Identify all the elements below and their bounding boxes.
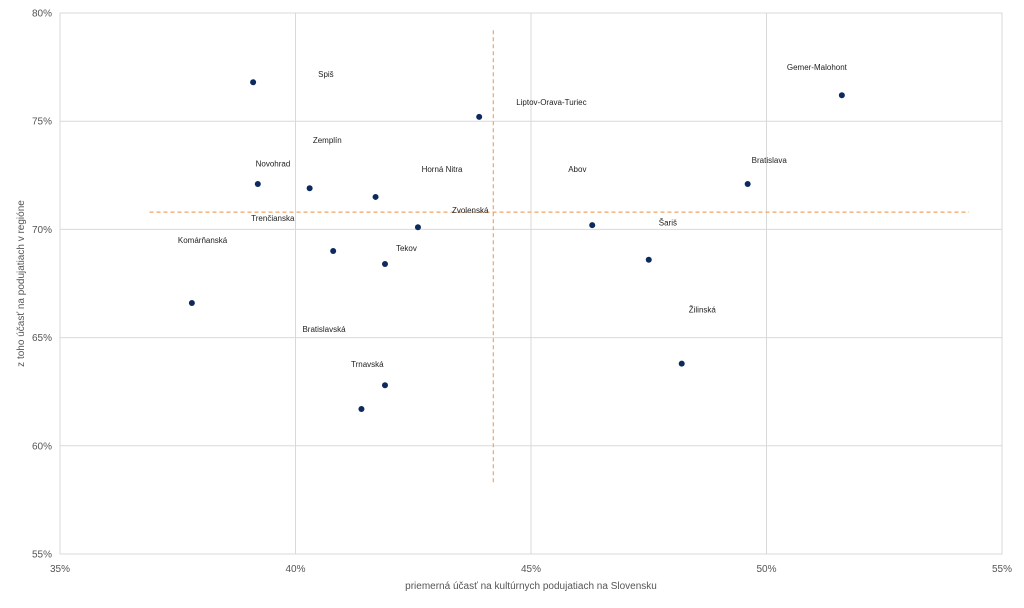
point-label: Tekov (396, 244, 417, 253)
grid-layer (59, 12, 1003, 555)
x-tick-label: 40% (285, 564, 305, 575)
x-tick-label: 55% (992, 564, 1012, 575)
y-tick-label: 70% (32, 225, 52, 236)
data-point (358, 406, 365, 413)
data-point (381, 382, 388, 389)
point-label: Novohrad (256, 159, 291, 168)
y-tick-label: 55% (32, 550, 52, 561)
data-point (254, 180, 261, 187)
x-tick-label: 45% (521, 564, 541, 575)
data-point (306, 185, 313, 192)
point-label: Abov (568, 165, 586, 174)
data-point (250, 79, 257, 86)
data-point (414, 224, 421, 231)
data-point (838, 92, 845, 99)
data-point (744, 180, 751, 187)
point-label: Zvolenská (452, 206, 489, 215)
data-point (188, 299, 195, 306)
data-point (589, 222, 596, 229)
y-tick-label: 60% (32, 441, 52, 452)
point-label: Spiš (318, 70, 334, 79)
x-tick-label: 35% (50, 564, 70, 575)
point-label: Trenčianska (251, 214, 295, 223)
y-axis-title: z toho účasť na podujatiach v regióne (16, 200, 27, 367)
data-point (678, 360, 685, 367)
point-label: Gemer-Malohont (787, 63, 848, 72)
point-label: Bratislava (752, 156, 788, 165)
point-label: Bratislavská (302, 325, 346, 334)
point-label: Horná Nitra (422, 165, 463, 174)
point-label: Zemplín (313, 136, 342, 145)
data-point (330, 248, 337, 255)
x-axis-title: priemerná účasť na kultúrnych podujatiac… (405, 581, 657, 592)
point-label: Komárňanská (178, 236, 228, 245)
labels-layer: Spiš Gemer-Malohont Liptov-Orava-Turiec Zem… (178, 63, 848, 369)
data-point (476, 113, 483, 120)
point-label: Žilinská (689, 306, 717, 315)
y-tick-label: 80% (32, 9, 52, 20)
data-point (645, 256, 652, 263)
y-tick-label: 75% (32, 117, 52, 128)
data-point (372, 193, 379, 200)
y-tick-label: 65% (32, 333, 52, 344)
reference-lines (149, 30, 970, 483)
point-label: Trnavská (351, 360, 384, 369)
axis-layer: 35% 40% 45% 50% 55% 55% 60% 65% 70% 75% 80% (32, 9, 1012, 576)
data-point (381, 261, 388, 268)
point-label: Šariš (659, 219, 677, 228)
point-label: Liptov-Orava-Turiec (516, 98, 586, 107)
x-tick-label: 50% (756, 564, 776, 575)
points-layer (188, 79, 845, 413)
